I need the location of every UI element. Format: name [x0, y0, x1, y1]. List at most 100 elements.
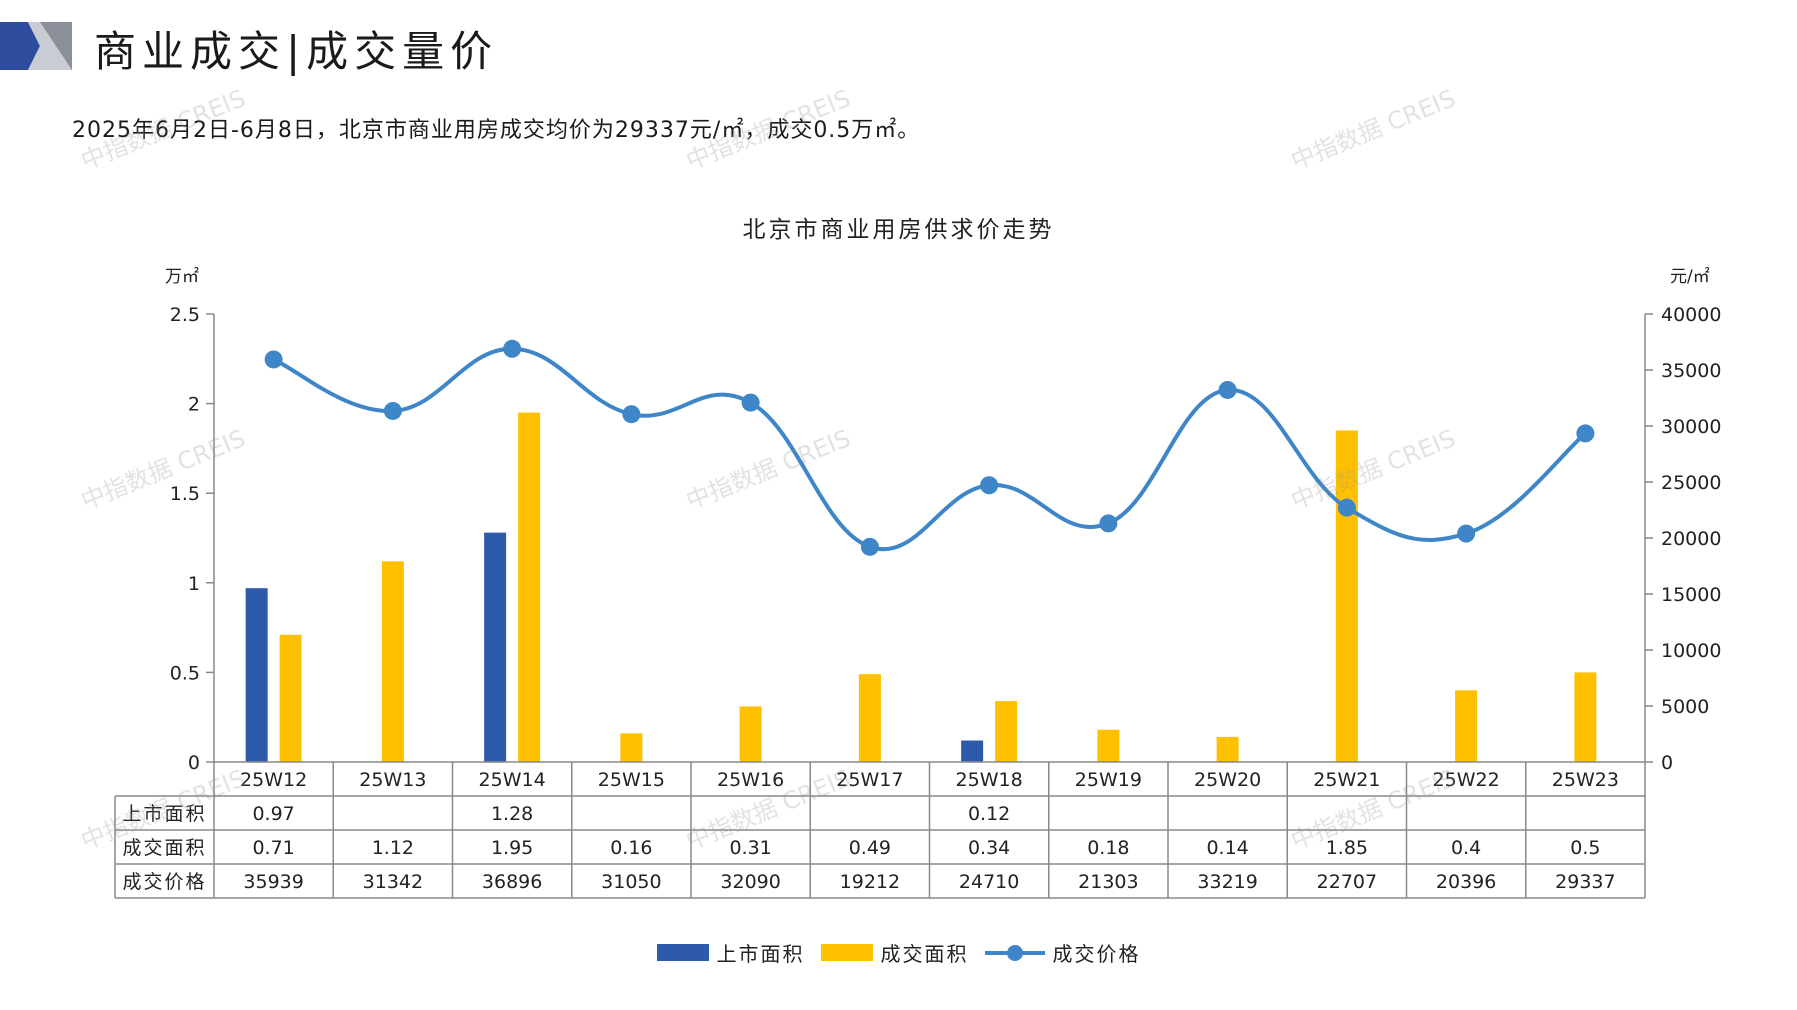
bar-deal-area — [381, 561, 404, 762]
bar-deal-area — [1097, 729, 1120, 762]
x-tick-label: 25W17 — [836, 769, 903, 791]
data-label: 0.16 — [610, 837, 652, 859]
data-label: 31342 — [363, 871, 423, 893]
left-axis-unit: 万㎡ — [165, 267, 199, 287]
price-point — [980, 476, 999, 495]
data-label: 31050 — [601, 871, 661, 893]
left-tick-label: 2 — [188, 394, 200, 416]
bar-listed-area — [484, 532, 507, 762]
data-label: 0.5 — [1570, 837, 1600, 859]
right-tick-label: 40000 — [1661, 304, 1721, 326]
x-tick-label: 25W21 — [1313, 769, 1380, 791]
data-label: 0.97 — [252, 803, 294, 825]
price-point — [1576, 424, 1595, 443]
table-row-label: 上市面积 — [122, 803, 206, 825]
data-label: 0.49 — [849, 837, 891, 859]
legend-swatch-listed — [656, 944, 709, 961]
title-accent-icon — [0, 22, 72, 70]
legend-label-deal-area: 成交面积 — [880, 942, 969, 966]
data-label: 29337 — [1555, 871, 1615, 893]
bar-deal-area — [1335, 430, 1358, 762]
legend-label-listed: 上市面积 — [716, 942, 805, 966]
page-title: 商业成交|成交量价 — [94, 27, 499, 76]
bar-deal-area — [1455, 690, 1478, 762]
x-tick-label: 25W23 — [1552, 769, 1619, 791]
right-tick-label: 25000 — [1661, 472, 1721, 494]
legend-item-price: 成交价格 — [984, 938, 1141, 967]
left-tick-label: 0 — [188, 752, 200, 774]
chart-title: 北京市商业用房供求价走势 — [742, 217, 1055, 243]
right-tick-label: 0 — [1661, 752, 1673, 774]
left-tick-label: 1 — [188, 573, 200, 595]
data-label: 20396 — [1436, 871, 1496, 893]
data-label: 35939 — [243, 871, 303, 893]
right-tick-label: 20000 — [1661, 528, 1721, 550]
right-tick-label: 30000 — [1661, 416, 1721, 438]
data-label: 1.28 — [491, 803, 533, 825]
data-label: 1.85 — [1326, 837, 1368, 859]
data-label: 0.18 — [1087, 837, 1129, 859]
data-label: 0.31 — [729, 837, 771, 859]
data-label: 36896 — [482, 871, 542, 893]
data-label: 0.34 — [968, 837, 1010, 859]
bar-deal-area — [1574, 672, 1597, 762]
x-tick-label: 25W16 — [717, 769, 784, 791]
right-tick-label: 15000 — [1661, 584, 1721, 606]
left-tick-label: 1.5 — [170, 483, 200, 505]
price-point — [741, 393, 760, 412]
legend-label-price: 成交价格 — [1052, 942, 1141, 966]
x-tick-label: 25W14 — [479, 769, 546, 791]
left-tick-label: 0.5 — [170, 662, 200, 684]
right-tick-label: 5000 — [1661, 696, 1709, 718]
summary-text: 2025年6月2日-6月8日，北京市商业用房成交均价为29337元/㎡，成交0.… — [72, 118, 921, 143]
data-label: 0.12 — [968, 803, 1010, 825]
data-label: 0.4 — [1451, 837, 1481, 859]
price-point — [1099, 514, 1118, 533]
table-row-label: 成交面积 — [122, 837, 206, 859]
bar-deal-area — [739, 706, 762, 762]
right-tick-label: 35000 — [1661, 360, 1721, 382]
bar-deal-area — [620, 733, 643, 762]
x-tick-label: 25W22 — [1433, 769, 1500, 791]
data-label: 0.71 — [252, 837, 294, 859]
right-tick-label: 10000 — [1661, 640, 1721, 662]
right-axis-unit: 元/㎡ — [1670, 267, 1710, 287]
x-tick-label: 25W13 — [359, 769, 426, 791]
price-point — [503, 339, 522, 358]
legend-swatch-deal-area — [820, 944, 873, 961]
data-label: 33219 — [1197, 871, 1257, 893]
data-label: 21303 — [1078, 871, 1138, 893]
x-tick-label: 25W20 — [1194, 769, 1261, 791]
data-label: 22707 — [1317, 871, 1377, 893]
bar-deal-area — [858, 674, 881, 762]
price-point — [1218, 380, 1237, 399]
x-tick-label: 25W12 — [240, 769, 307, 791]
data-label: 1.95 — [491, 837, 533, 859]
price-line — [272, 346, 1587, 552]
data-label: 0.14 — [1206, 837, 1248, 859]
price-point — [383, 401, 402, 420]
x-tick-label: 25W18 — [956, 769, 1023, 791]
bar-listed-area — [961, 740, 984, 762]
x-tick-label: 25W19 — [1075, 769, 1142, 791]
legend-swatch-price — [984, 944, 1045, 961]
price-point — [264, 350, 283, 369]
data-label: 1.12 — [372, 837, 414, 859]
price-point — [860, 537, 879, 556]
price-point — [1457, 524, 1476, 543]
legend-item-deal-area: 成交面积 — [820, 938, 969, 967]
bar-listed-area — [245, 588, 268, 762]
chart-legend: 上市面积 成交面积 成交价格 — [0, 938, 1797, 967]
price-point — [622, 405, 641, 424]
bar-deal-area — [995, 701, 1018, 762]
bar-deal-area — [1216, 736, 1239, 762]
bar-deal-area — [518, 412, 541, 762]
data-label: 32090 — [720, 871, 780, 893]
left-tick-label: 2.5 — [170, 304, 200, 326]
data-label: 19212 — [840, 871, 900, 893]
price-point — [1337, 498, 1356, 517]
legend-item-listed: 上市面积 — [656, 938, 805, 967]
data-label: 24710 — [959, 871, 1019, 893]
x-tick-label: 25W15 — [598, 769, 665, 791]
